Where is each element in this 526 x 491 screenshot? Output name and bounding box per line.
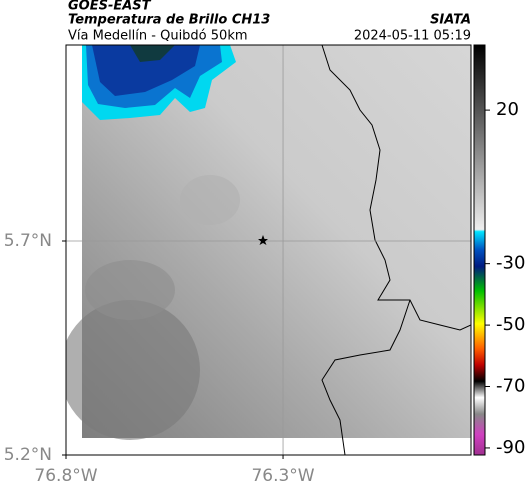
route: Vía Medellín - Quibdó 50km: [68, 29, 248, 44]
source: SIATA: [430, 13, 471, 28]
colorbar-tick-label: -30: [496, 253, 525, 274]
colorbar: [473, 44, 486, 456]
field-blob: [180, 175, 240, 225]
colorbar-tick-label: -70: [496, 376, 525, 397]
boundary: [321, 45, 471, 331]
colorbar-tick-label: 20: [496, 99, 519, 120]
subtitle: Temperatura de Brillo CH13: [68, 13, 270, 28]
location-marker: [258, 235, 268, 245]
y-tick-label: 5.2°N: [4, 445, 52, 465]
cloud: [130, 45, 175, 62]
grid: [66, 45, 471, 455]
boundary: [321, 299, 411, 455]
map-frame: [65, 44, 472, 456]
field-blob: [66, 300, 200, 440]
x-tick-label: 76.8°W: [34, 466, 97, 486]
ticks: 76.8°W 76.3°W 5.2°N 5.7°N 20 -30 -50 -70 -90: [4, 99, 526, 486]
colorbar-tick-label: -90: [496, 437, 525, 458]
field-blob: [85, 260, 175, 320]
timestamp: 2024-05-11 05:19: [354, 29, 471, 44]
cloud: [92, 45, 200, 96]
x-tick-label: 76.3°W: [251, 466, 314, 486]
colorbar-tick-label: -50: [496, 314, 525, 335]
title: GOES-EAST: [68, 0, 152, 14]
map-area: [66, 45, 471, 455]
y-tick-label: 5.7°N: [4, 231, 52, 251]
